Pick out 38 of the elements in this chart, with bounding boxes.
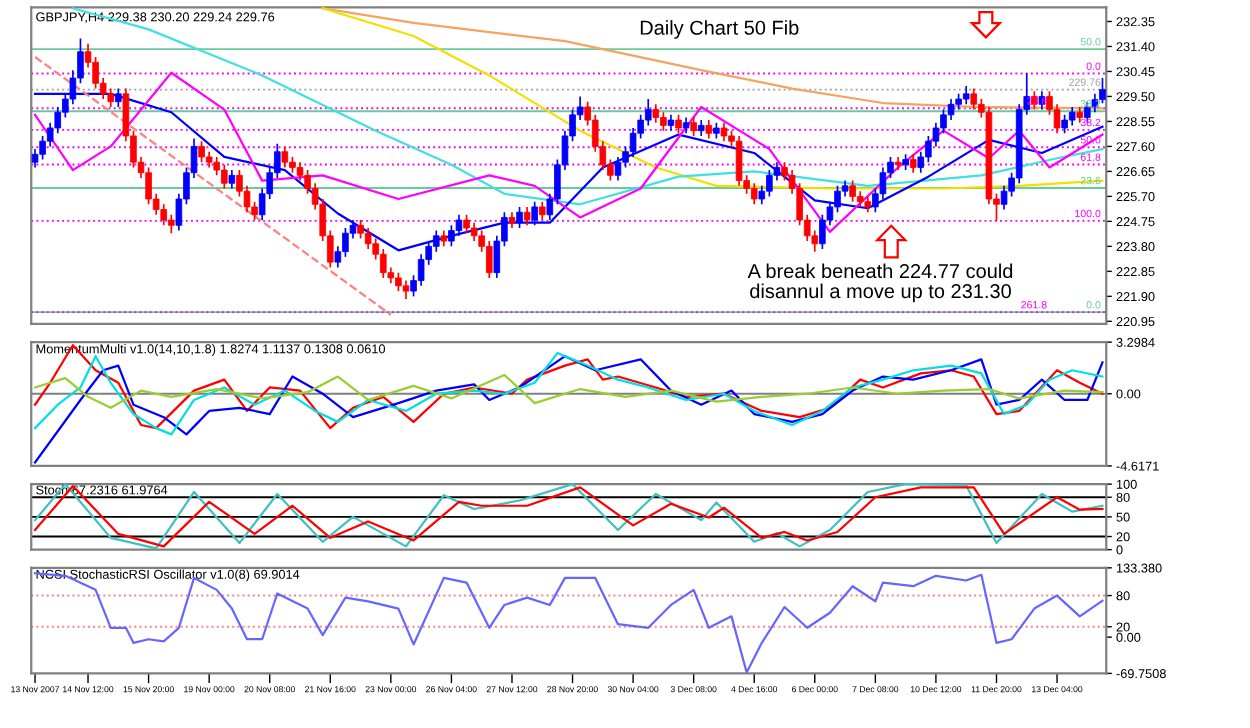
candlestick: [395, 271, 402, 292]
candlestick: [538, 200, 546, 221]
candlestick: [221, 163, 228, 190]
candlestick: [614, 156, 622, 182]
annotation: Daily Chart 50 Fib: [640, 20, 799, 39]
candlestick: [705, 119, 713, 140]
candlestick: [463, 213, 470, 235]
candlestick: [531, 200, 538, 227]
candlestick: [523, 206, 531, 227]
candlestick: [849, 179, 856, 203]
candlestick: [1099, 77, 1106, 105]
candlestick: [1053, 103, 1061, 135]
candlestick: [947, 98, 955, 121]
candlestick: [894, 156, 902, 171]
line-series: [321, 7, 1104, 110]
candlestick: [909, 153, 917, 174]
candlestick: [198, 140, 205, 164]
candlestick: [660, 111, 667, 132]
candlestick: [970, 87, 978, 111]
candlestick: [281, 145, 289, 169]
line-series: [33, 572, 1104, 674]
candlestick: [1061, 114, 1068, 135]
candlestick: [675, 114, 682, 135]
line-series: [321, 7, 1104, 190]
candlestick: [516, 206, 523, 229]
annotation: A break beneath 224.77 could disannul a move up to 231.30: [747, 263, 1013, 303]
candlestick: [652, 103, 660, 124]
candlestick: [735, 135, 743, 187]
candlestick: [766, 169, 773, 198]
candlestick: [690, 116, 697, 137]
candlestick: [228, 169, 236, 190]
line-series: [33, 373, 1104, 409]
candlestick: [720, 121, 728, 142]
candlestick: [962, 85, 970, 106]
candlestick: [1068, 106, 1076, 127]
line-series: [33, 71, 1104, 234]
candlestick: [402, 279, 410, 300]
candlestick: [750, 182, 758, 206]
